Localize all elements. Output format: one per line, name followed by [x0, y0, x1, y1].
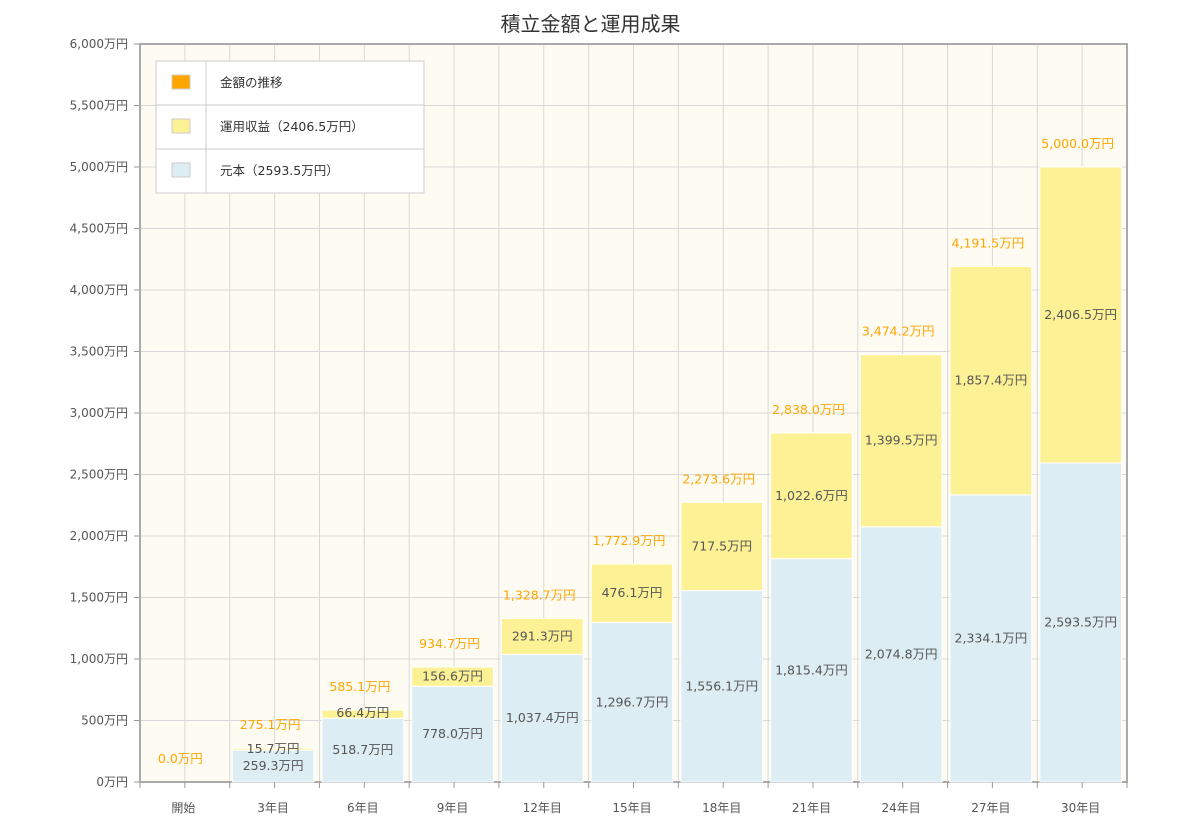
bar-label-principal: 778.0万円	[422, 726, 483, 741]
legend-label: 金額の推移	[220, 75, 283, 90]
x-tick-label: 開始	[171, 801, 195, 815]
bar-principal	[500, 653, 584, 783]
x-tick-label: 6年目	[347, 801, 379, 815]
legend-box	[155, 60, 425, 194]
bar-label-earnings: 1,399.5万円	[865, 433, 938, 448]
bar-label-earnings: 1,022.6万円	[775, 488, 848, 503]
bar-earnings	[411, 666, 494, 687]
bar-label-principal: 259.3万円	[243, 758, 304, 773]
bar-total-label: 1,328.7万円	[503, 588, 576, 603]
legend-label: 元本（2593.5万円）	[220, 163, 339, 178]
legend-swatch	[171, 118, 191, 134]
bar-label-earnings: 2,406.5万円	[1044, 307, 1117, 322]
bar-earnings	[680, 501, 764, 592]
legend-label: 運用収益（2406.5万円）	[220, 119, 364, 134]
bar-principal	[590, 622, 674, 783]
bar-label-earnings: 717.5万円	[691, 538, 752, 553]
bar-total-label: 585.1万円	[329, 679, 390, 694]
bar-earnings	[1039, 166, 1122, 464]
bar-label-principal: 2,334.1万円	[955, 630, 1028, 645]
y-tick-label: 500万円	[81, 714, 128, 728]
bar-total-label: 0.0万円	[158, 751, 203, 766]
bar-total-label: 1,772.9万円	[593, 533, 666, 548]
bar-total-label: 2,838.0万円	[772, 402, 845, 417]
bar-label-principal: 1,815.4万円	[775, 662, 848, 677]
bar-total-label: 934.7万円	[419, 636, 480, 651]
bar-earnings	[500, 618, 584, 655]
y-tick-label: 1,000万円	[70, 652, 128, 666]
y-tick-label: 5,500万円	[70, 99, 128, 113]
y-tick-label: 2,000万円	[70, 529, 128, 543]
bar-label-earnings: 291.3万円	[512, 628, 573, 643]
bar-label-principal: 518.7万円	[332, 742, 393, 757]
bar-label-earnings: 15.7万円	[247, 741, 300, 756]
x-tick-label: 12年目	[523, 801, 562, 815]
bar-principal	[680, 590, 764, 783]
bar-total-label: 275.1万円	[240, 717, 301, 732]
y-tick-label: 6,000万円	[70, 37, 128, 51]
y-tick-label: 0万円	[96, 775, 128, 789]
bar-label-principal: 1,296.7万円	[596, 694, 669, 709]
legend-swatch	[171, 162, 191, 178]
x-tick-label: 18年目	[702, 801, 741, 815]
bar-label-principal: 2,593.5万円	[1044, 614, 1117, 629]
chart-title: 積立金額と運用成果	[500, 12, 681, 36]
x-tick-label: 15年目	[612, 801, 651, 815]
x-tick-label: 21年目	[792, 801, 831, 815]
bar-principal	[411, 685, 494, 783]
bar-label-earnings: 156.6万円	[422, 669, 483, 684]
x-tick-label: 30年目	[1061, 801, 1100, 815]
bar-principal	[949, 494, 1033, 783]
bar-label-principal: 1,556.1万円	[685, 678, 758, 693]
bar-label-principal: 2,074.8万円	[865, 646, 938, 661]
y-tick-label: 4,500万円	[70, 222, 128, 236]
bar-label-earnings: 476.1万円	[602, 585, 663, 600]
bar-total-label: 2,273.6万円	[682, 471, 755, 486]
bar-label-principal: 1,037.4万円	[506, 710, 579, 725]
bar-total-label: 5,000.0万円	[1041, 136, 1114, 151]
y-tick-label: 4,000万円	[70, 283, 128, 297]
x-tick-label: 27年目	[971, 801, 1010, 815]
y-tick-label: 5,000万円	[70, 160, 128, 174]
x-tick-label: 9年目	[437, 801, 469, 815]
y-tick-label: 3,500万円	[70, 345, 128, 359]
bar-label-earnings: 66.4万円	[336, 705, 389, 720]
bar-earnings	[949, 265, 1033, 496]
bar-earnings	[590, 563, 674, 624]
x-tick-label: 3年目	[257, 801, 289, 815]
bar-earnings	[321, 709, 405, 719]
bar-principal	[859, 526, 943, 783]
bar-principal	[321, 717, 405, 783]
y-tick-label: 1,500万円	[70, 591, 128, 605]
bar-earnings	[231, 747, 315, 751]
bar-earnings	[770, 432, 853, 560]
bar-principal	[770, 558, 853, 783]
y-tick-label: 2,500万円	[70, 468, 128, 482]
legend-swatch	[171, 74, 191, 90]
x-tick-label: 24年目	[882, 801, 921, 815]
bar-earnings	[859, 354, 943, 528]
y-tick-label: 3,000万円	[70, 406, 128, 420]
bar-total-label: 3,474.2万円	[862, 324, 935, 339]
bar-label-earnings: 1,857.4万円	[955, 373, 1028, 388]
bar-total-label: 4,191.5万円	[952, 235, 1025, 250]
